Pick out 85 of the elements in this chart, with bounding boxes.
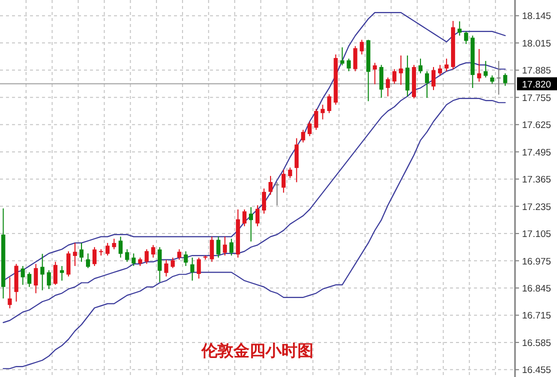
candlestick — [170, 257, 175, 269]
candlestick — [210, 236, 214, 262]
line-series — [2, 62, 506, 324]
candlestick — [255, 204, 260, 227]
candlestick — [144, 248, 149, 264]
candlestick — [132, 252, 136, 266]
candlestick — [379, 64, 384, 98]
candlestick — [216, 236, 220, 258]
y-tick-label: 16.845 — [522, 283, 552, 294]
candlestick — [177, 248, 182, 260]
candlestick — [327, 94, 332, 114]
ref-line-label: 17.820 — [522, 79, 552, 90]
candlestick — [282, 169, 286, 194]
candlestick — [40, 253, 44, 291]
candlestick — [405, 55, 410, 97]
candlestick — [190, 257, 194, 282]
candlestick — [444, 58, 449, 72]
candlestick — [484, 60, 488, 78]
y-tick-label: 18.145 — [522, 11, 552, 22]
candlestick — [66, 250, 70, 277]
candlestick — [418, 58, 422, 74]
candlestick — [503, 72, 508, 86]
candlestick — [346, 58, 351, 72]
candlestick — [477, 48, 482, 82]
y-tick-label: 17.625 — [522, 120, 552, 132]
candlestick — [458, 20, 462, 36]
candlestick — [353, 46, 358, 72]
candlestick — [424, 70, 430, 98]
candlestick — [106, 242, 110, 256]
candlestick — [294, 138, 299, 183]
candlestick — [275, 182, 280, 206]
candlestick — [222, 236, 227, 256]
y-tick-label: 16.715 — [522, 310, 552, 322]
candlestick — [360, 39, 364, 55]
candlestick — [27, 272, 32, 288]
candlestick — [53, 261, 58, 286]
candlestick — [79, 242, 84, 262]
candlestick — [398, 55, 403, 86]
candlestick — [92, 246, 97, 266]
candlestick — [196, 257, 201, 280]
y-tick-label: 17.235 — [522, 202, 552, 213]
candlestick — [158, 246, 162, 283]
candlestick — [320, 104, 325, 120]
candlestick — [248, 206, 253, 242]
candlestick — [268, 175, 273, 196]
candlestick — [112, 238, 116, 250]
candlestick — [496, 60, 501, 96]
candlestick — [386, 76, 390, 97]
candlestick — [438, 64, 442, 76]
candlestick — [229, 238, 234, 256]
candlestick — [125, 248, 130, 262]
y-tick-label: 17.495 — [522, 147, 552, 158]
candlestick — [118, 236, 123, 258]
candlestick — [46, 270, 51, 290]
candlestick — [60, 265, 64, 282]
y-tick-label: 17.885 — [522, 66, 552, 77]
candlestick — [164, 259, 168, 277]
candlestick — [34, 263, 38, 294]
candlestick — [151, 244, 156, 258]
candlestick — [372, 62, 377, 85]
candlestick — [392, 68, 396, 84]
candlestick — [262, 188, 266, 214]
line-series — [2, 98, 506, 370]
y-tick-label: 17.105 — [522, 229, 552, 240]
candlestick — [8, 276, 12, 309]
candlestick — [314, 108, 318, 130]
candlestick — [464, 30, 468, 44]
y-tick-label: 16.975 — [522, 256, 552, 268]
candlestick — [184, 250, 188, 266]
candlestick — [20, 265, 25, 286]
candlestick — [340, 46, 344, 66]
candlestick — [72, 242, 77, 266]
candlestick — [308, 120, 312, 137]
y-tick-label: 16.455 — [522, 365, 552, 376]
candlestick — [86, 252, 90, 269]
y-tick-label: 17.755 — [522, 92, 552, 104]
candlestick — [288, 167, 292, 179]
y-tick-label: 18.015 — [522, 38, 552, 50]
candlestick — [431, 66, 436, 91]
y-tick-label: 17.365 — [522, 174, 552, 186]
text: 伦敦金四小时图 — [200, 342, 314, 360]
candlestick — [301, 129, 306, 143]
y-tick-label: 16.585 — [522, 338, 552, 349]
line-series — [2, 12, 506, 282]
candlestick — [242, 208, 246, 227]
